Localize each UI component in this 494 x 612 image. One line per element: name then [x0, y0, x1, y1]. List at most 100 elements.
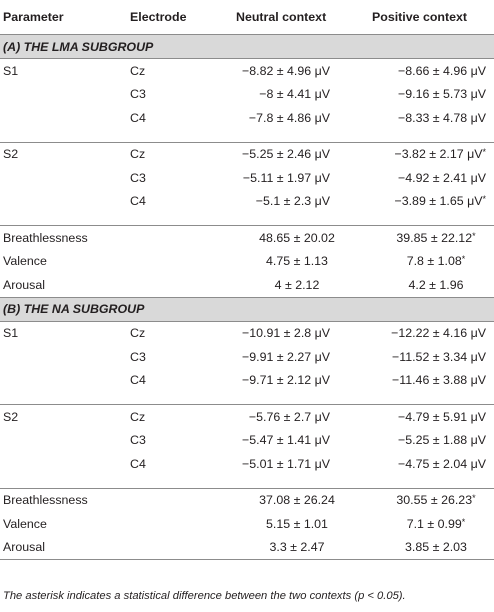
electrode-cell: C4 — [130, 373, 146, 388]
block-spacer — [0, 392, 494, 405]
table-row: S2 Cz −5.25 ± 2.46 μV −3.82 ± 2.17 μV* — [0, 141, 494, 166]
neutral-value: −9.91 ± 2.27 μV — [242, 349, 330, 364]
electrode-cell: C4 — [130, 110, 146, 125]
positive-value-text: −9.16 ± 5.73 μV — [398, 87, 486, 102]
electrode-cell: Cz — [130, 326, 146, 341]
neutral-value: 3.3 ± 2.47 — [214, 535, 360, 560]
spacer-cell — [214, 130, 360, 143]
positive-value: 7.1 ± 0.99* — [360, 512, 494, 536]
positive-value-text: −8.33 ± 4.78 μV — [398, 110, 486, 125]
positive-value-text: 7.1 ± 0.99 — [406, 516, 462, 531]
spacer-cell — [0, 213, 128, 226]
positive-value-text: 4.2 ± 1.96 — [408, 277, 464, 292]
positive-value-text: 39.85 ± 22.12 — [396, 230, 473, 245]
parameter-cell — [0, 190, 128, 214]
electrode-cell: Cz — [130, 63, 146, 78]
neutral-value: −9.71 ± 2.12 μV — [242, 373, 330, 388]
positive-value: 4.2 ± 1.96 — [360, 273, 494, 297]
parameter-cell — [0, 452, 128, 476]
table-row: C3 −9.91 ± 2.27 μV −11.52 ± 3.34 μV — [0, 345, 494, 369]
positive-value: −4.75 ± 2.04 μV — [360, 452, 494, 476]
spacer-cell — [360, 392, 494, 405]
neutral-value: −5.11 ± 1.97 μV — [242, 170, 330, 185]
table-row: C4 −5.1 ± 2.3 μV −3.89 ± 1.65 μV* — [0, 190, 494, 214]
electrode-cell: C3 — [130, 433, 146, 448]
positive-value: 7.8 ± 1.08* — [360, 250, 494, 274]
header-electrode: Electrode — [128, 0, 214, 35]
table-row: C4 −9.71 ± 2.12 μV −11.46 ± 3.88 μV — [0, 369, 494, 393]
footnote: The asterisk indicates a statistical dif… — [3, 590, 406, 602]
results-table: Parameter Electrode Neutral context Posi… — [0, 0, 494, 560]
electrode-cell: C3 — [130, 349, 146, 364]
positive-value: −3.89 ± 1.65 μV* — [360, 190, 494, 214]
table-row: Arousal 4 ± 2.12 4.2 ± 1.96 — [0, 273, 494, 297]
positive-value-text: −4.92 ± 2.41 μV — [398, 170, 486, 185]
parameter-cell — [0, 166, 128, 190]
neutral-value: 4.75 ± 1.13 — [266, 254, 328, 269]
spacer-cell — [128, 476, 214, 489]
positive-value: −5.25 ± 1.88 μV — [360, 429, 494, 453]
positive-value: −9.16 ± 5.73 μV — [360, 83, 494, 107]
positive-value-text: −4.79 ± 5.91 μV — [398, 409, 486, 424]
neutral-value: 48.65 ± 20.02 — [214, 225, 360, 250]
neutral-value: −5.01 ± 1.71 μV — [242, 456, 330, 471]
electrode-cell: C4 — [130, 194, 146, 209]
neutral-value: 4 ± 2.12 — [274, 277, 320, 292]
positive-value-text: −8.66 ± 4.96 μV — [398, 63, 486, 78]
electrode-cell: C3 — [130, 170, 146, 185]
header-neutral-context: Neutral context — [214, 0, 360, 35]
parameter-cell: S1 — [3, 326, 19, 341]
positive-value: −11.46 ± 3.88 μV — [360, 369, 494, 393]
parameter-cell — [0, 83, 128, 107]
parameter-cell: Arousal — [3, 277, 46, 292]
positive-value: −11.52 ± 3.34 μV — [360, 345, 494, 369]
parameter-cell: Breathlessness — [0, 225, 128, 250]
parameter-cell: Breathlessness — [0, 487, 128, 512]
electrode-cell — [128, 512, 214, 536]
neutral-value: −10.91 ± 2.8 μV — [242, 326, 330, 341]
spacer-cell — [0, 476, 128, 489]
parameter-cell — [0, 369, 128, 393]
positive-value-text: −3.82 ± 2.17 μV — [394, 147, 483, 162]
electrode-cell: Cz — [128, 404, 214, 429]
positive-value-text: 7.8 ± 1.08 — [406, 254, 462, 269]
parameter-cell: S2 — [0, 141, 128, 166]
electrode-cell — [128, 250, 214, 274]
spacer-cell — [0, 130, 128, 143]
table-row: C4 −5.01 ± 1.71 μV −4.75 ± 2.04 μV — [0, 452, 494, 476]
spacer-cell — [360, 476, 494, 489]
neutral-value: −8 ± 4.41 μV — [259, 87, 330, 102]
table-row: C3 −8 ± 4.41 μV −9.16 ± 5.73 μV — [0, 83, 494, 107]
neutral-value: −5.25 ± 2.46 μV — [214, 141, 360, 166]
positive-value-text: −11.52 ± 3.34 μV — [392, 349, 486, 364]
significance-asterisk: * — [482, 147, 486, 158]
positive-value-text: −12.22 ± 4.16 μV — [391, 326, 486, 341]
block-spacer — [0, 213, 494, 226]
neutral-value: −5.47 ± 1.41 μV — [242, 433, 330, 448]
electrode-cell — [128, 225, 214, 250]
spacer-cell — [0, 392, 128, 405]
subgroup-header: (A) THE LMA SUBGROUP — [0, 34, 494, 59]
positive-value: −4.92 ± 2.41 μV — [360, 166, 494, 190]
positive-value-text: −5.25 ± 1.88 μV — [398, 433, 486, 448]
neutral-value: −7.8 ± 4.86 μV — [248, 110, 330, 125]
parameter-cell — [0, 345, 128, 369]
table-row: Valence 4.75 ± 1.13 7.8 ± 1.08* — [0, 250, 494, 274]
spacer-cell — [214, 213, 360, 226]
spacer-cell — [128, 392, 214, 405]
subgroup-title: (B) THE NA SUBGROUP — [0, 296, 494, 322]
spacer-cell — [214, 476, 360, 489]
spacer-cell — [360, 130, 494, 143]
block-spacer — [0, 476, 494, 489]
table-header: Parameter Electrode Neutral context Posi… — [0, 0, 494, 35]
subgroup-header: (B) THE NA SUBGROUP — [0, 296, 494, 322]
parameter-cell — [0, 106, 128, 130]
positive-value: 39.85 ± 22.12* — [360, 225, 494, 250]
electrode-cell: C4 — [130, 456, 146, 471]
table-row: S1 Cz −8.82 ± 4.96 μV −8.66 ± 4.96 μV — [0, 59, 494, 83]
table-row: C4 −7.8 ± 4.86 μV −8.33 ± 4.78 μV — [0, 106, 494, 130]
neutral-value: −5.1 ± 2.3 μV — [255, 194, 330, 209]
positive-value: −3.82 ± 2.17 μV* — [360, 141, 494, 166]
table-row: C3 −5.47 ± 1.41 μV −5.25 ± 1.88 μV — [0, 429, 494, 453]
